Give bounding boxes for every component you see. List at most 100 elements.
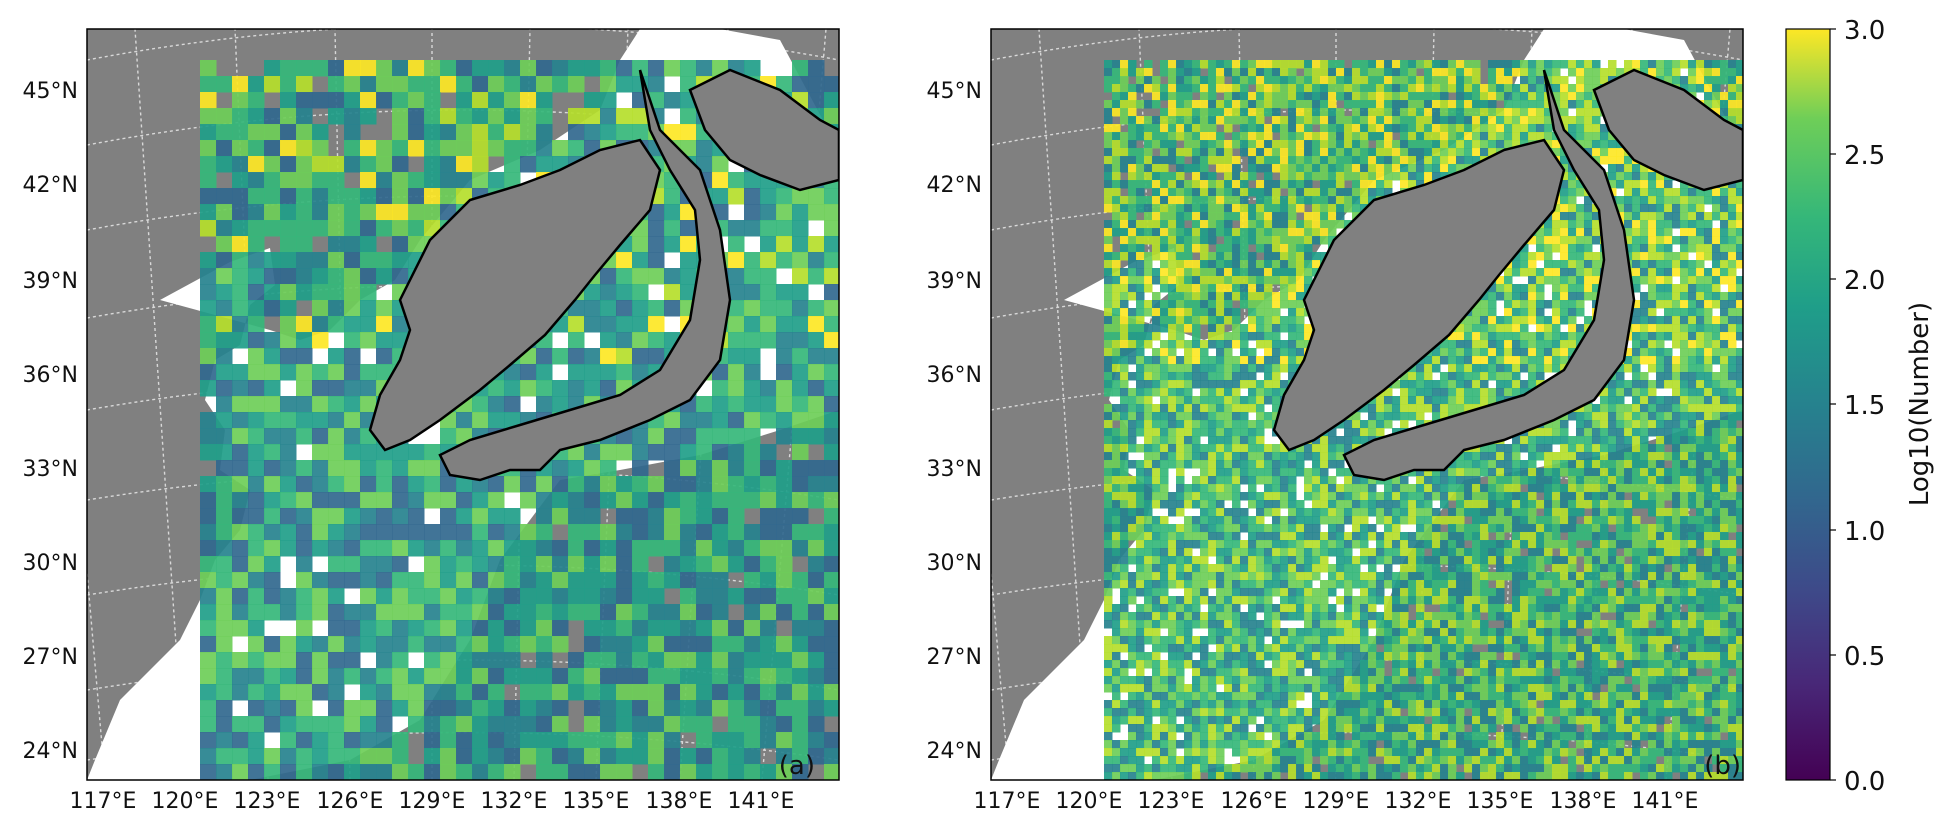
data-cell [1568,348,1577,357]
data-cell [360,460,377,477]
data-cell [1568,236,1577,245]
data-cell [1208,316,1217,325]
data-cell [1200,340,1209,349]
data-cell [232,572,249,589]
data-cell [1496,396,1505,405]
data-cell [1688,284,1697,293]
data-cell [1440,372,1449,381]
data-cell [344,348,361,365]
data-cell [1192,268,1201,277]
data-cell [1448,68,1457,77]
data-cell [1224,284,1233,293]
data-cell [1144,284,1153,293]
data-cell [1704,268,1713,277]
data-cell [776,348,793,365]
data-cell [1672,220,1681,229]
data-cell [248,108,265,125]
data-cell [1368,132,1377,141]
data-cell [1720,108,1729,117]
data-cell [1248,156,1257,165]
data-cell [1120,364,1129,373]
data-cell [1264,252,1273,261]
data-cell [392,92,409,109]
data-cell [1288,124,1297,133]
data-cell [360,668,377,685]
data-cell [1160,404,1169,413]
data-cell [536,380,553,397]
data-cell [1216,324,1225,333]
data-cell [1128,284,1137,293]
data-cell [696,524,713,541]
data-cell [632,508,649,525]
data-cell [1456,356,1465,365]
data-cell [424,60,441,77]
data-cell [280,188,297,205]
data-cell [1176,132,1185,141]
data-cell [680,748,697,765]
data-cell [1624,356,1633,365]
data-cell [1600,132,1609,141]
data-cell [1480,372,1489,381]
data-cell [328,396,345,413]
data-cell [536,604,553,621]
data-cell [1112,132,1121,141]
data-cell [680,636,697,653]
data-cell [1584,140,1593,149]
data-cell [1120,60,1129,69]
data-cell [1176,412,1185,421]
data-cell [376,524,393,541]
data-cell [1720,308,1729,317]
data-cell [1136,380,1145,389]
data-cell [1120,84,1129,93]
data-cell [1120,68,1129,77]
data-cell [392,636,409,653]
data-cell [360,732,377,749]
data-cell [600,268,617,285]
data-cell [1168,116,1177,125]
data-cell [456,172,473,189]
data-cell [1168,380,1177,389]
data-cell [1672,68,1681,77]
data-cell [616,764,633,780]
data-cell [824,684,839,701]
data-cell [1376,68,1385,77]
data-cell [1256,108,1265,117]
data-cell [472,508,489,525]
data-cell [1232,204,1241,213]
data-cell [1520,268,1529,277]
data-cell [360,236,377,253]
data-cell [1704,84,1713,93]
data-cell [264,268,281,285]
data-cell [280,588,297,605]
data-cell [1168,68,1177,77]
data-cell [632,684,649,701]
data-cell [1192,220,1201,229]
data-cell [1328,132,1337,141]
data-cell [1248,132,1257,141]
data-cell [1224,212,1233,221]
data-cell [648,508,665,525]
data-cell [1440,140,1449,149]
data-cell [1136,100,1145,109]
data-cell [1280,300,1289,309]
data-cell [1296,316,1305,325]
data-cell [1208,236,1217,245]
data-cell [248,428,265,445]
data-cell [1296,124,1305,133]
data-cell [1320,148,1329,157]
data-cell [1448,148,1457,157]
data-cell [1736,252,1743,261]
data-cell [1120,252,1129,261]
data-cell [1144,124,1153,133]
data-cell [1432,108,1441,117]
data-cell [200,380,217,397]
data-cell [632,60,649,77]
data-cell [1352,68,1361,77]
data-cell [1192,292,1201,301]
data-cell [216,668,233,685]
data-cell [1128,204,1137,213]
data-cell [728,540,745,557]
data-cell [1264,236,1273,245]
data-cell [1296,268,1305,277]
data-cell [680,284,697,301]
